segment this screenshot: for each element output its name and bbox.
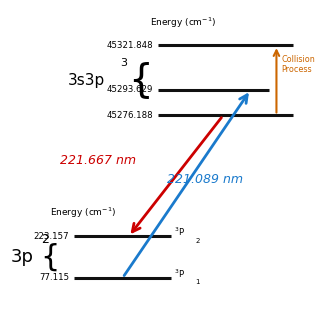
- Text: Energy (cm$^{-1}$): Energy (cm$^{-1}$): [150, 16, 217, 30]
- Text: $^{3}$P: $^{3}$P: [174, 226, 185, 238]
- Text: 3: 3: [121, 58, 128, 68]
- Text: 3s3p: 3s3p: [68, 73, 105, 88]
- Text: {: {: [41, 243, 60, 272]
- Text: {: {: [128, 61, 153, 99]
- Text: 221.667 nm: 221.667 nm: [60, 154, 136, 166]
- Text: 45293.629: 45293.629: [107, 85, 153, 94]
- Text: 221.089 nm: 221.089 nm: [167, 172, 243, 186]
- Text: 77.115: 77.115: [39, 273, 69, 282]
- Text: 45276.188: 45276.188: [107, 111, 153, 120]
- Text: Collision
Process: Collision Process: [281, 55, 315, 74]
- Text: 1: 1: [195, 279, 200, 285]
- Text: Energy (cm$^{-1}$): Energy (cm$^{-1}$): [50, 205, 116, 220]
- Text: 45321.848: 45321.848: [107, 41, 153, 50]
- Text: 3p: 3p: [11, 248, 34, 266]
- Text: 2: 2: [195, 238, 199, 244]
- Text: 223.157: 223.157: [34, 232, 69, 241]
- Text: $^{3}$P: $^{3}$P: [174, 267, 185, 280]
- Text: 2: 2: [41, 233, 49, 246]
